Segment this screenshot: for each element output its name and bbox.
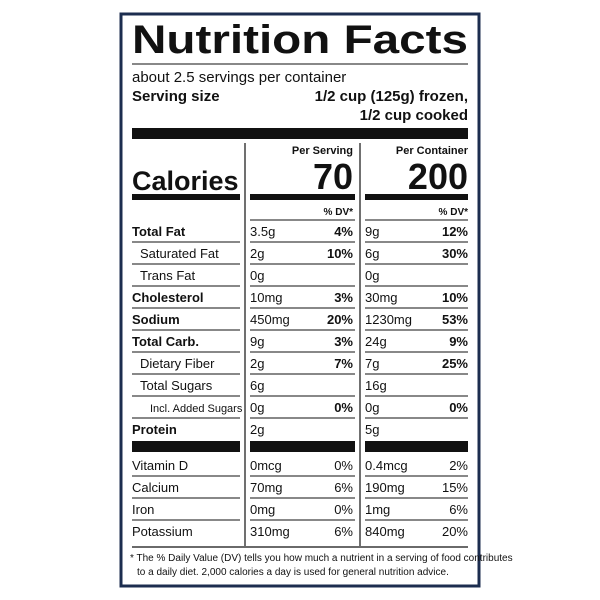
calories-value: 200 [408, 156, 468, 197]
daily-value: 53% [442, 312, 468, 327]
column-header: Per Container [396, 145, 469, 157]
thick-bar [365, 441, 468, 452]
amount: 0g [250, 400, 264, 415]
label-border [119, 12, 481, 588]
amount: 0g [250, 268, 264, 283]
daily-value: 10% [442, 290, 468, 305]
thick-bar [365, 194, 468, 200]
daily-value: 2% [449, 458, 468, 473]
vitamin-name: Potassium [132, 524, 193, 539]
title: Nutrition Facts [132, 18, 468, 62]
daily-value: 6% [334, 524, 353, 539]
serving-size: 1/2 cup (125g) frozen, [315, 88, 468, 105]
nutrient-name: Incl. Added Sugars [150, 403, 243, 415]
nutrient-name: Total Carb. [132, 334, 199, 349]
nutrient-name: Total Sugars [140, 378, 213, 393]
amount: 450mg [250, 312, 290, 327]
daily-value: 7% [334, 356, 353, 371]
daily-value: 20% [442, 524, 468, 539]
nutrient-name: Dietary Fiber [140, 356, 215, 371]
nutrient-name: Protein [132, 422, 177, 437]
amount: 24g [365, 334, 387, 349]
nutrient-name: Trans Fat [140, 268, 196, 283]
amount: 70mg [250, 480, 283, 495]
amount: 0mg [250, 502, 275, 517]
calories-value: 70 [313, 156, 353, 197]
daily-value: 15% [442, 480, 468, 495]
amount: 2g [250, 356, 264, 371]
column-header: Per Serving [292, 145, 353, 157]
daily-value: 6% [334, 480, 353, 495]
amount: 190mg [365, 480, 405, 495]
amount: 0.4mcg [365, 458, 408, 473]
thick-bar [132, 194, 240, 200]
daily-value: 0% [334, 400, 353, 415]
amount: 2g [250, 246, 264, 261]
vitamin-name: Calcium [132, 480, 179, 495]
nutrient-name: Sodium [132, 312, 180, 327]
amount: 0g [365, 400, 379, 415]
dv-header: % DV* [324, 207, 354, 218]
serving-size-label: Serving size [132, 88, 220, 105]
servings: about 2.5 servings per container [132, 69, 346, 86]
footnote: to a daily diet. 2,000 calories a day is… [137, 567, 449, 578]
thick-bar [250, 441, 355, 452]
daily-value: 20% [327, 312, 353, 327]
amount: 6g [250, 378, 264, 393]
amount: 840mg [365, 524, 405, 539]
vitamin-name: Vitamin D [132, 458, 188, 473]
amount: 6g [365, 246, 379, 261]
calories-label: Calories [132, 166, 239, 196]
thick-bar [132, 128, 468, 139]
daily-value: 0% [449, 400, 468, 415]
amount: 7g [365, 356, 379, 371]
daily-value: 30% [442, 246, 468, 261]
amount: 30mg [365, 290, 398, 305]
amount: 2g [250, 422, 264, 437]
nutrient-name: Cholesterol [132, 290, 204, 305]
daily-value: 12% [442, 224, 468, 239]
thick-bar [132, 441, 240, 452]
amount: 1mg [365, 502, 390, 517]
amount: 310mg [250, 524, 290, 539]
dv-header: % DV* [439, 207, 469, 218]
amount: 1230mg [365, 312, 412, 327]
vitamin-name: Iron [132, 502, 154, 517]
daily-value: 4% [334, 224, 353, 239]
amount: 3.5g [250, 224, 275, 239]
footnote: * The % Daily Value (DV) tells you how m… [130, 553, 513, 564]
serving-size: 1/2 cup cooked [360, 107, 468, 124]
amount: 0g [365, 268, 379, 283]
amount: 5g [365, 422, 379, 437]
daily-value: 25% [442, 356, 468, 371]
nutrient-name: Total Fat [132, 224, 186, 239]
daily-value: 0% [334, 458, 353, 473]
amount: 0mcg [250, 458, 282, 473]
daily-value: 3% [334, 290, 353, 305]
thick-bar [250, 194, 355, 200]
amount: 9g [250, 334, 264, 349]
amount: 9g [365, 224, 379, 239]
amount: 16g [365, 378, 387, 393]
daily-value: 9% [449, 334, 468, 349]
daily-value: 6% [449, 502, 468, 517]
daily-value: 3% [334, 334, 353, 349]
nutrient-name: Saturated Fat [140, 246, 219, 261]
daily-value: 0% [334, 502, 353, 517]
daily-value: 10% [327, 246, 353, 261]
amount: 10mg [250, 290, 283, 305]
